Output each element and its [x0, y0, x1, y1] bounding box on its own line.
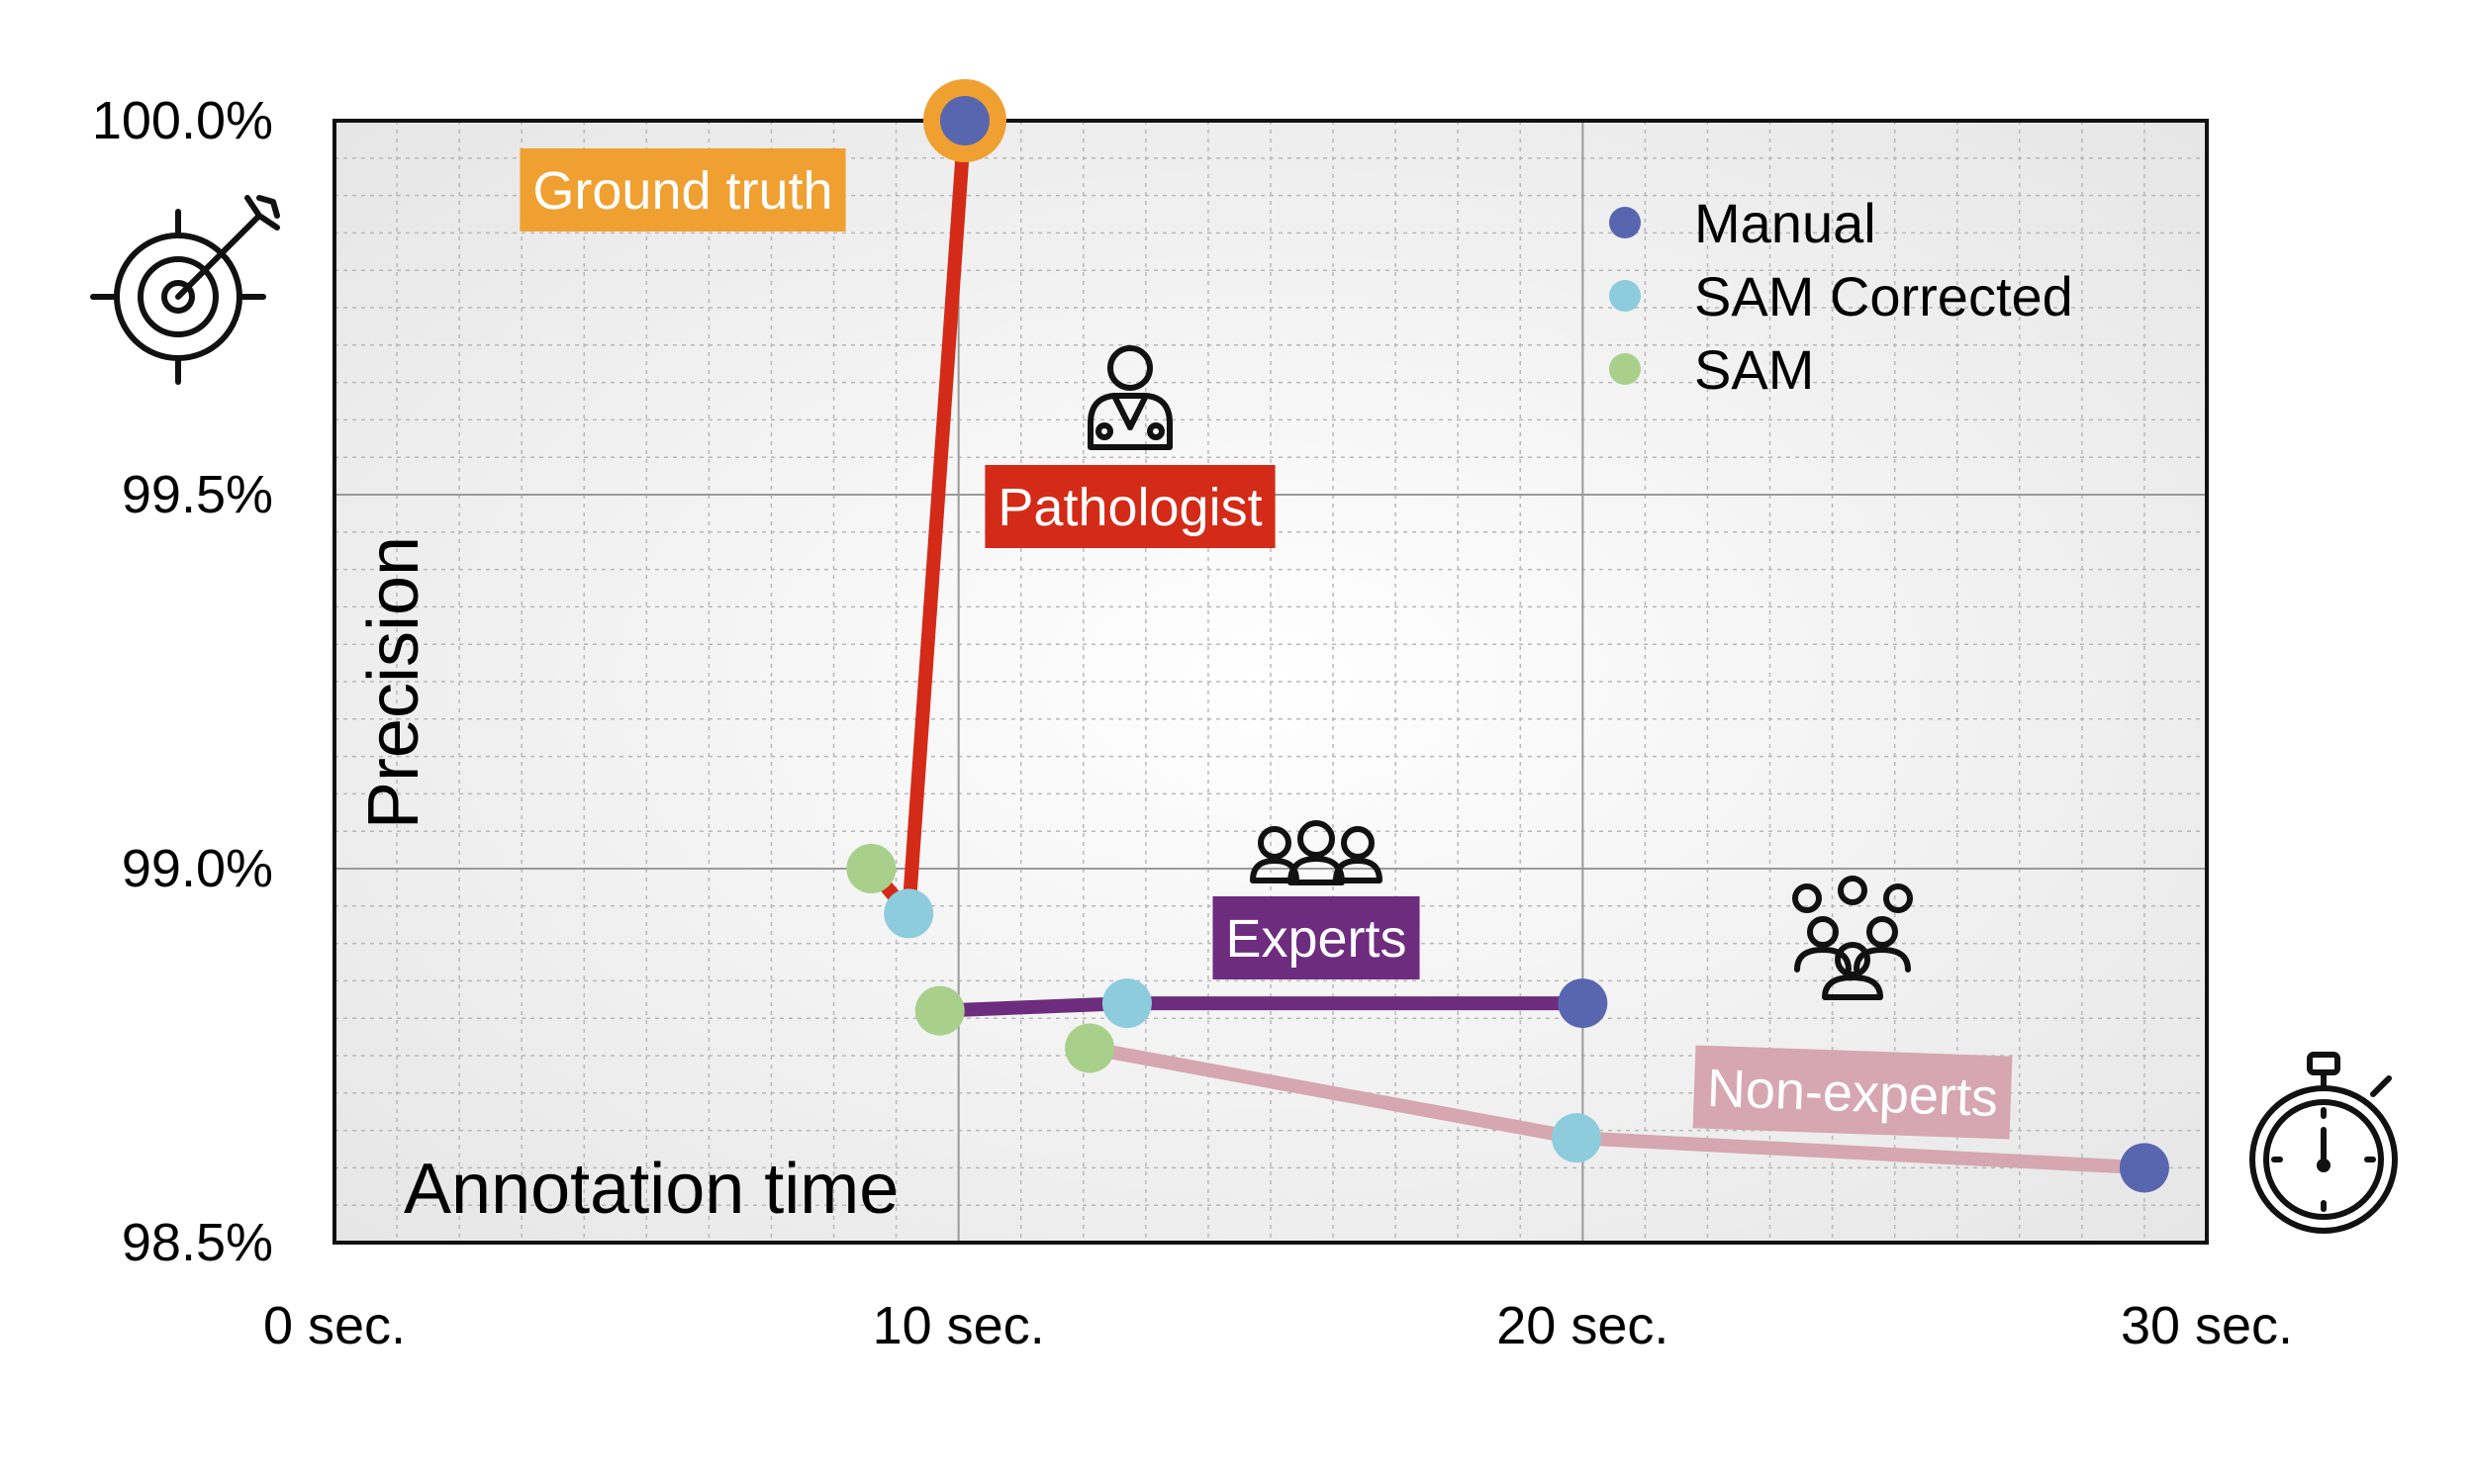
legend-marker — [1609, 207, 1641, 238]
y-tick-label: 100.0% — [92, 91, 273, 150]
data-point — [884, 888, 934, 939]
y-tick-label: 99.5% — [122, 465, 273, 524]
y-axis-title: Precision — [354, 536, 433, 829]
data-point — [2119, 1143, 2169, 1193]
group-label: Non-experts — [1692, 1045, 2013, 1140]
data-point — [846, 844, 897, 893]
data-point — [1552, 1113, 1602, 1163]
group-labels: Ground truth Pathologist Experts Non-expert… — [520, 148, 2013, 1140]
experts-group-icon — [1250, 820, 1382, 885]
legend-label: Manual — [1694, 192, 1876, 254]
legend-marker — [1609, 280, 1641, 312]
x-axis-title: Annotation time — [404, 1150, 899, 1229]
x-tick-label: 30 sec. — [2121, 1296, 2293, 1355]
group-label: Ground truth — [520, 148, 846, 232]
legend-label: SAM Corrected — [1694, 265, 2073, 327]
y-tick-label: 98.5% — [122, 1213, 273, 1272]
data-point — [1558, 978, 1608, 1029]
group-label: Pathologist — [985, 465, 1276, 548]
legend: Manual SAM Corrected SAM — [1609, 192, 2073, 401]
group-line — [932, 996, 1590, 1018]
group-label-box — [1212, 896, 1420, 979]
stopwatch-icon — [2249, 1052, 2398, 1234]
data-points — [846, 79, 2169, 1193]
x-tick-label: 20 sec. — [1496, 1296, 1668, 1355]
legend-entry: SAM Corrected — [1609, 265, 2073, 327]
legend-label: SAM — [1694, 338, 1814, 401]
group-label-box — [1692, 1045, 2013, 1140]
y-tick-labels: 98.5% 99.0% 99.5% 100.0% — [92, 91, 273, 1272]
data-point — [942, 99, 987, 142]
data-point — [1065, 1023, 1115, 1073]
y-tick-label: 99.0% — [122, 839, 273, 898]
x-tick-label: 0 sec. — [263, 1296, 406, 1355]
legend-entry: Manual — [1609, 192, 1876, 254]
x-tick-label: 10 sec. — [873, 1296, 1045, 1355]
crowd-icon — [1792, 876, 1913, 1000]
group-label: Experts — [1212, 896, 1420, 979]
group-label-box — [520, 148, 846, 232]
data-point — [914, 985, 965, 1036]
group-label-text: Non-experts — [1706, 1059, 1999, 1128]
legend-entry: SAM — [1609, 338, 1814, 401]
x-tick-labels: 0 sec. 10 sec. 20 sec. 30 sec. — [263, 1296, 2293, 1355]
group-label-text: Experts — [1225, 909, 1406, 969]
group-label-text: Ground truth — [532, 161, 832, 221]
doctor-icon — [1088, 345, 1173, 450]
plot-frame — [333, 119, 2209, 1245]
data-point — [1101, 978, 1152, 1029]
group-label-text: Pathologist — [998, 478, 1262, 537]
group-label-box — [985, 465, 1276, 548]
target-arrow-icon — [90, 195, 280, 385]
legend-marker — [1609, 353, 1641, 385]
